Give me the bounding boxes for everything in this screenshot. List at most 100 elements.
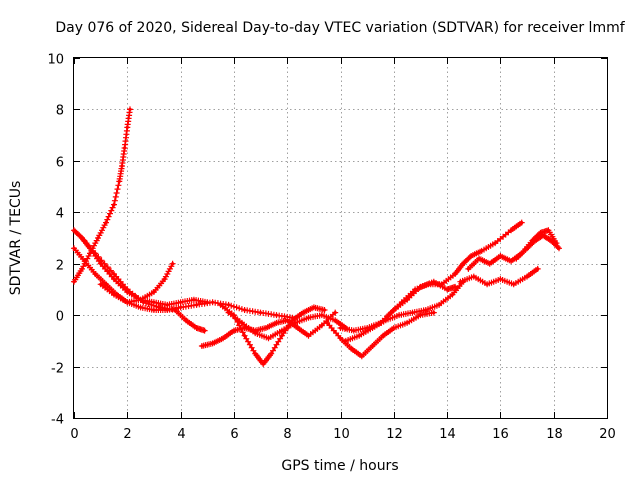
- data-point: [392, 326, 396, 330]
- data-point: [112, 203, 116, 207]
- data-point: [165, 308, 169, 312]
- data-point: [344, 339, 348, 343]
- x-tick-label: 6: [230, 427, 238, 442]
- data-point: [171, 262, 175, 266]
- data-point: [285, 318, 289, 322]
- data-point: [195, 326, 199, 330]
- data-point: [280, 334, 284, 338]
- data-point: [450, 293, 454, 297]
- y-tick-label: 2: [56, 259, 64, 274]
- y-tick-label: 4: [56, 207, 64, 222]
- data-point: [72, 228, 76, 232]
- data-point: [512, 282, 516, 286]
- data-point: [488, 262, 492, 266]
- data-point: [405, 321, 409, 325]
- data-point: [219, 303, 223, 307]
- data-point: [352, 329, 356, 333]
- data-point: [536, 267, 540, 271]
- data-point: [269, 352, 273, 356]
- data-point: [200, 344, 204, 348]
- data-point: [195, 303, 199, 307]
- data-point: [296, 326, 300, 330]
- data-point: [413, 287, 417, 291]
- data-point: [96, 236, 100, 240]
- data-point: [384, 318, 388, 322]
- data-point: [243, 334, 247, 338]
- data-point: [128, 107, 132, 111]
- x-tick-label: 12: [386, 427, 403, 442]
- x-tick-label: 2: [123, 427, 131, 442]
- data-point: [525, 275, 529, 279]
- data-point: [179, 305, 183, 309]
- data-point: [306, 316, 311, 320]
- data-point: [509, 228, 513, 232]
- data-point: [557, 246, 561, 250]
- data-point: [338, 326, 343, 330]
- data-point: [266, 336, 271, 340]
- data-point: [333, 318, 337, 322]
- grid: [74, 58, 607, 418]
- data-point: [141, 300, 145, 304]
- data-point: [338, 336, 343, 340]
- data-point: [485, 282, 489, 286]
- data-point: [280, 329, 284, 333]
- data-point: [125, 125, 129, 129]
- data-point: [432, 311, 436, 315]
- series-trace: [73, 108, 131, 283]
- data-point: [123, 146, 127, 150]
- data-series: [71, 106, 562, 367]
- data-point: [152, 300, 156, 304]
- data-point: [320, 313, 324, 317]
- data-point: [99, 282, 103, 286]
- data-point: [93, 272, 97, 276]
- data-point: [152, 290, 156, 294]
- data-point: [469, 254, 473, 258]
- y-tick-label: -4: [51, 413, 64, 428]
- data-point: [112, 272, 116, 276]
- plus-markers: [71, 245, 176, 306]
- data-point: [80, 267, 84, 271]
- data-point: [221, 336, 225, 340]
- data-point: [509, 259, 513, 263]
- data-point: [397, 313, 401, 317]
- data-point: [179, 300, 183, 304]
- series-sat-o: [513, 232, 562, 262]
- series-sat-c: [71, 245, 176, 306]
- data-point: [264, 326, 268, 330]
- data-point: [357, 334, 361, 338]
- data-point: [349, 347, 353, 351]
- data-point: [400, 300, 404, 304]
- data-point: [163, 277, 167, 281]
- series-sat-l: [385, 219, 525, 319]
- data-point: [445, 287, 449, 291]
- data-point: [261, 362, 265, 366]
- y-tick-label: 6: [56, 156, 64, 171]
- data-point: [83, 259, 87, 263]
- data-point: [227, 311, 231, 315]
- data-point: [139, 305, 143, 309]
- data-point: [370, 326, 375, 330]
- data-point: [80, 236, 84, 240]
- data-point: [360, 354, 364, 358]
- data-point: [520, 221, 524, 225]
- data-point: [152, 308, 156, 312]
- data-point: [211, 341, 215, 345]
- axis-ticks: [74, 58, 608, 419]
- data-point: [472, 275, 476, 279]
- y-tick-label: -2: [51, 362, 64, 377]
- data-point: [104, 221, 108, 225]
- x-tick-label: 10: [333, 427, 350, 442]
- data-point: [458, 280, 462, 284]
- data-point: [426, 282, 430, 286]
- data-point: [453, 272, 457, 276]
- data-point: [253, 331, 257, 335]
- plus-markers: [385, 219, 525, 319]
- data-point: [240, 321, 244, 325]
- data-point: [322, 308, 327, 312]
- data-point: [274, 321, 279, 325]
- x-tick-label: 4: [177, 427, 185, 442]
- data-point: [514, 257, 519, 261]
- data-point: [184, 318, 188, 322]
- y-tick-label: 8: [56, 104, 64, 119]
